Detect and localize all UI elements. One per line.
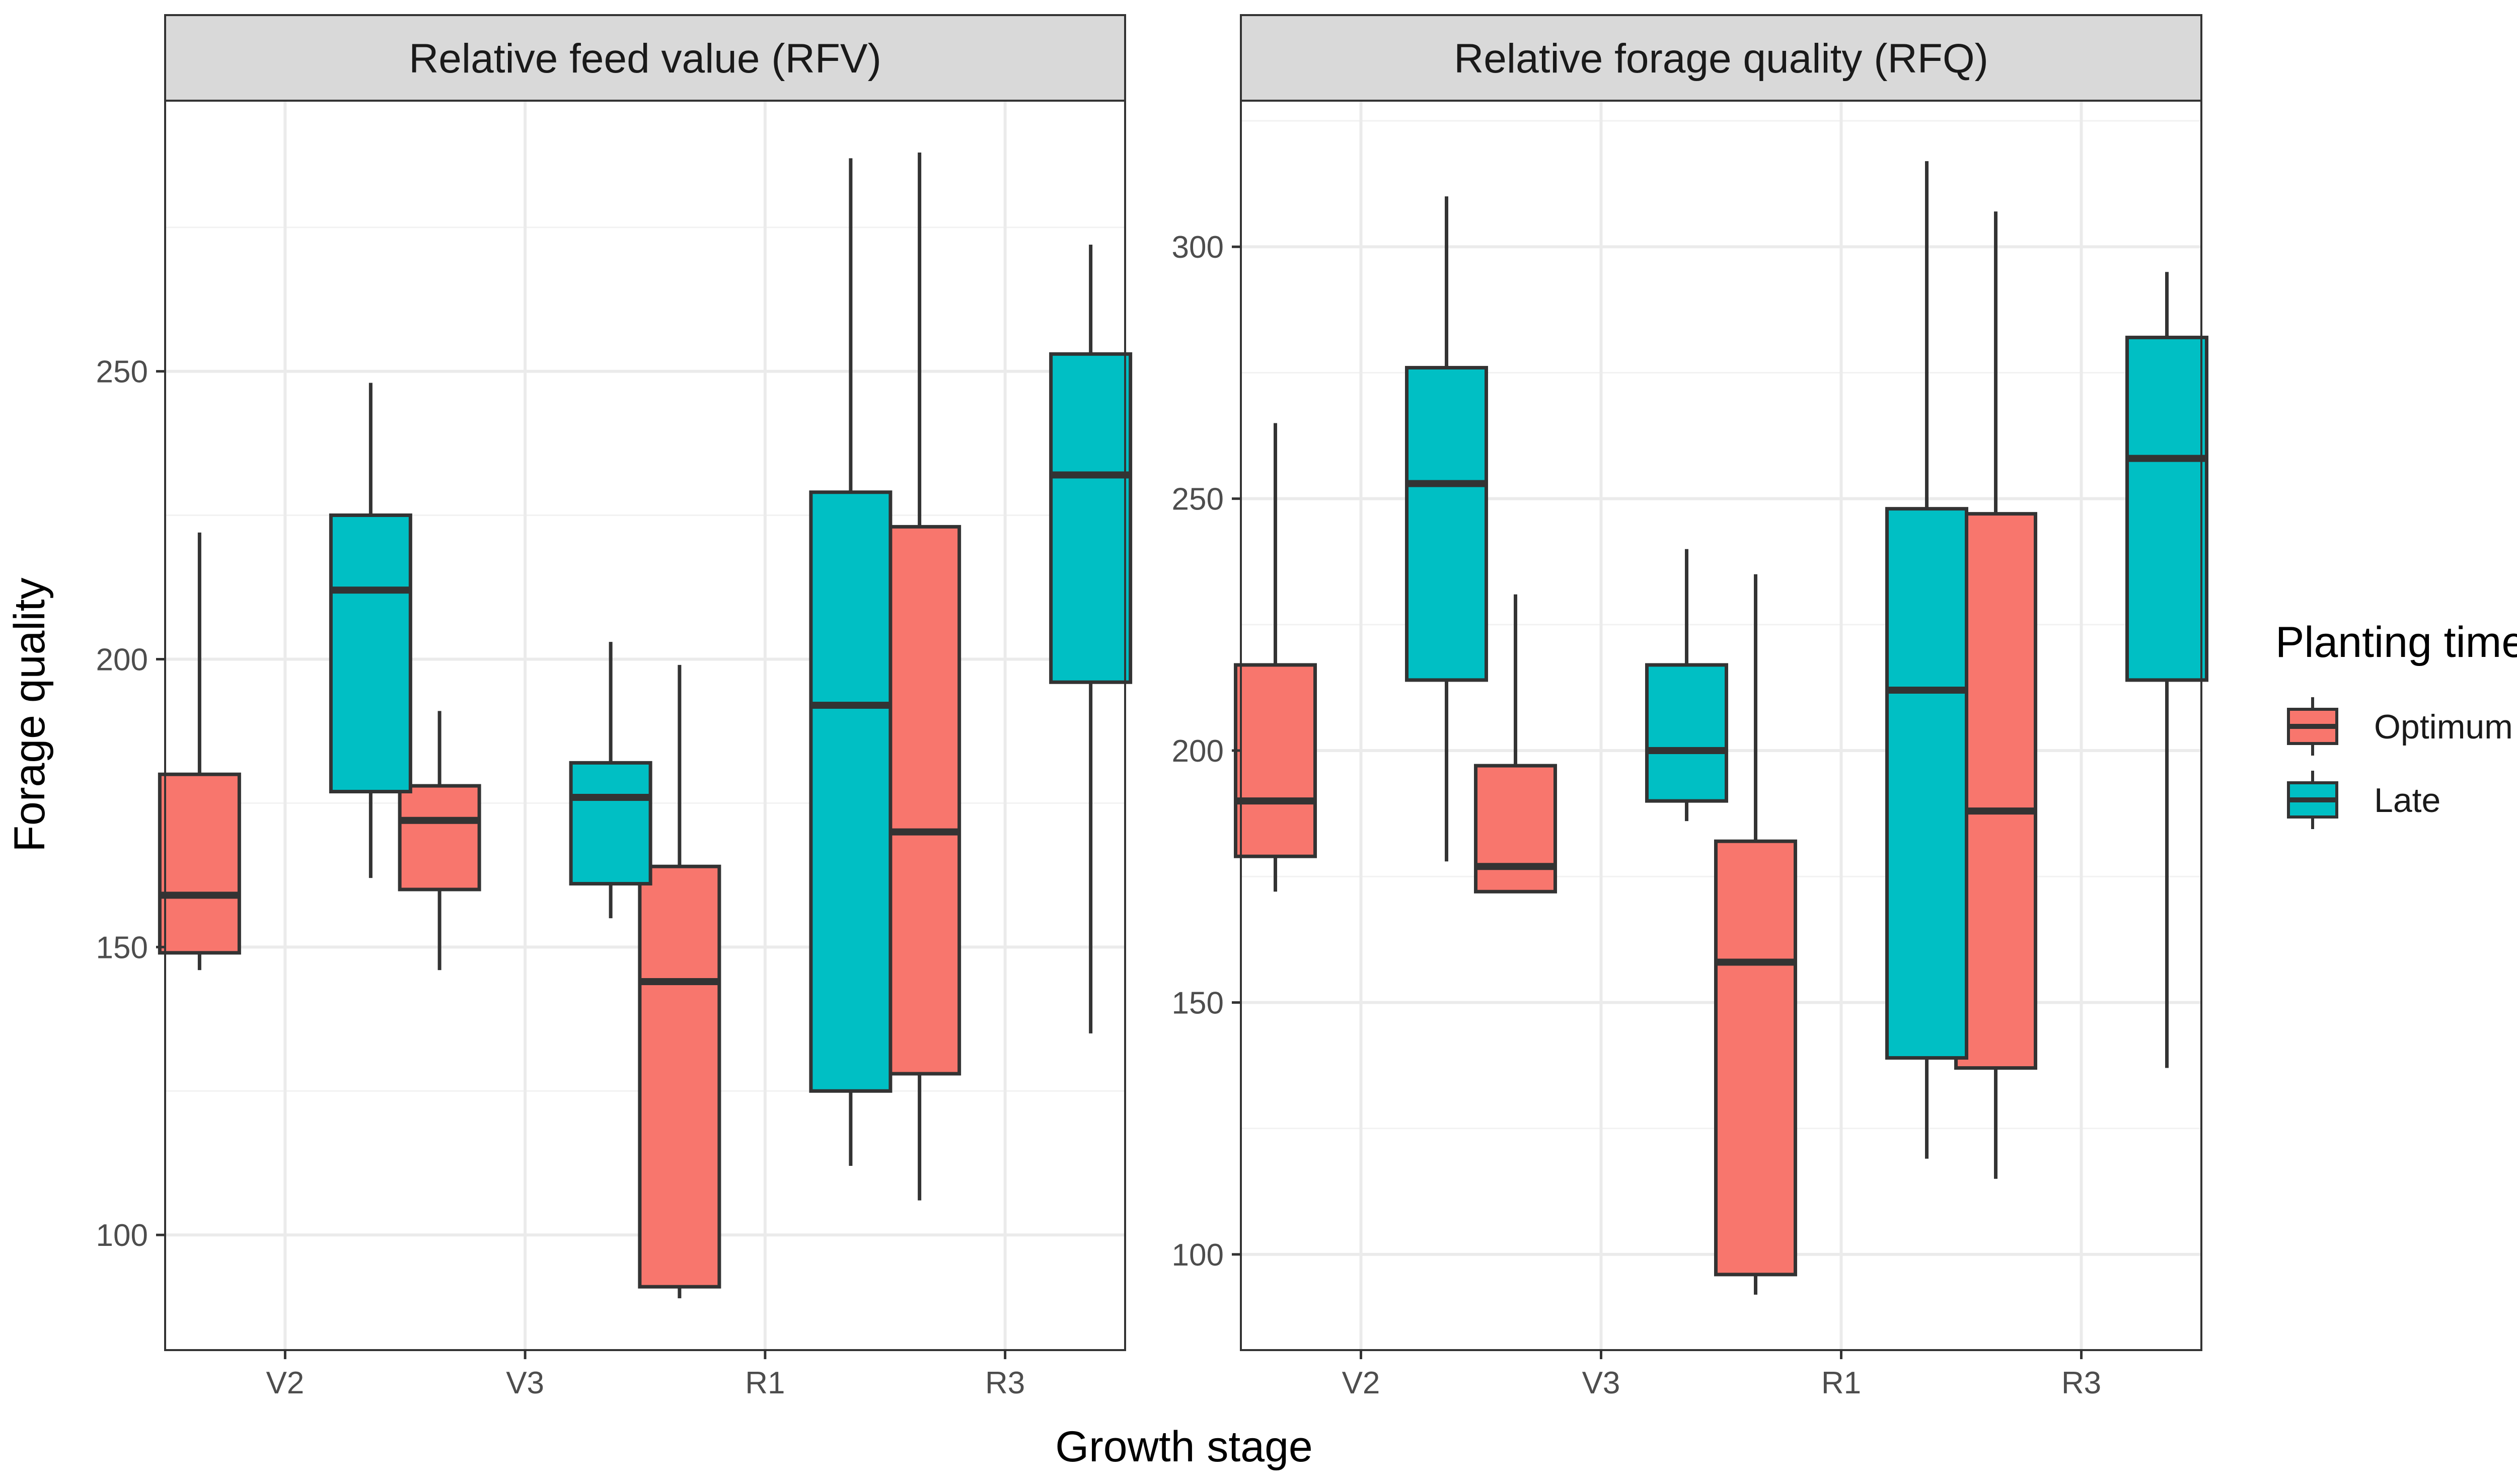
box-iqr — [329, 513, 412, 794]
box-late-v3 — [569, 642, 652, 919]
x-tick-label: R3 — [985, 1366, 1025, 1400]
box-iqr — [809, 490, 893, 1093]
y-tick-label: 300 — [1172, 230, 1224, 265]
box-iqr — [1474, 764, 1557, 894]
box-late-r3 — [1049, 244, 1133, 1033]
box-late-v2 — [1405, 196, 1488, 862]
box-iqr — [1234, 663, 1317, 858]
box-optimum-v3 — [398, 711, 481, 971]
box-optimum-v3 — [1474, 594, 1557, 894]
box-late-v3 — [1645, 549, 1728, 822]
box-iqr — [1954, 512, 2037, 1070]
y-tick-label: 250 — [1172, 482, 1224, 517]
box-iqr — [1405, 365, 1488, 682]
box-optimum-r3 — [1954, 211, 2037, 1179]
box-optimum-r1 — [638, 664, 721, 1299]
y-tick-label: 100 — [96, 1218, 148, 1253]
box-iqr — [1645, 663, 1728, 803]
panel-title: Relative feed value (RFV) — [409, 36, 881, 82]
y-tick-label: 150 — [1172, 986, 1224, 1020]
x-tick-label: V2 — [1342, 1366, 1380, 1400]
panel-1: Relative feed value (RFV) 100 150 200 250 V2 V… — [96, 14, 1133, 1400]
strip-background — [164, 14, 1126, 102]
legend-key-optimum — [2287, 697, 2338, 756]
box-late-r1 — [809, 158, 893, 1166]
x-tick-label: V2 — [266, 1366, 304, 1400]
legend-label: Late — [2374, 781, 2440, 820]
box-iqr — [878, 525, 961, 1076]
x-axis-title: Growth stage — [1055, 1423, 1312, 1471]
box-late-r1 — [1885, 161, 1968, 1159]
x-tick-label: V3 — [1582, 1366, 1620, 1400]
legend-key-late — [2287, 771, 2338, 829]
box-late-r3 — [2125, 272, 2208, 1068]
box-optimum-r1 — [1714, 574, 1797, 1295]
box-iqr — [1885, 507, 1968, 1060]
box-iqr — [158, 772, 241, 955]
box-iqr — [1714, 839, 1797, 1277]
box-optimum-v2 — [158, 532, 241, 971]
box-optimum-v2 — [1234, 423, 1317, 892]
legend-title: Planting time — [2275, 618, 2517, 666]
x-tick-label: R1 — [1821, 1366, 1861, 1400]
x-tick-label: V3 — [506, 1366, 544, 1400]
box-optimum-r3 — [878, 152, 961, 1201]
strip-background — [1240, 14, 2202, 102]
box-iqr — [2125, 335, 2208, 682]
y-tick-label: 150 — [96, 930, 148, 965]
x-tick-label: R1 — [745, 1366, 785, 1400]
y-tick-label: 200 — [1172, 734, 1224, 769]
y-tick-label: 200 — [96, 642, 148, 677]
box-iqr — [569, 761, 652, 886]
legend-label: Optimum — [2374, 708, 2513, 746]
panel-title: Relative forage quality (RFQ) — [1454, 36, 1988, 82]
panel-2: Relative forage quality (RFQ) 100 150 200 25… — [1172, 14, 2208, 1400]
y-axis-title: Forage quality — [6, 578, 54, 852]
legend: Planting time Optimum Late — [2275, 618, 2517, 829]
box-iqr — [638, 864, 721, 1289]
y-tick-label: 100 — [1172, 1238, 1224, 1273]
x-tick-label: R3 — [2061, 1366, 2101, 1400]
box-late-v2 — [329, 383, 412, 878]
y-tick-label: 250 — [96, 355, 148, 390]
box-iqr — [398, 784, 481, 892]
box-iqr — [1049, 352, 1133, 684]
